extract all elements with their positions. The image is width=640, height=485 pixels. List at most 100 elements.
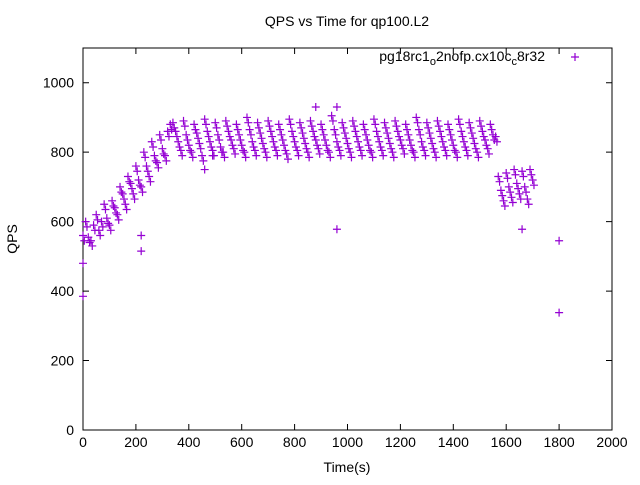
data-point: [159, 149, 168, 158]
data-point: [220, 153, 229, 162]
data-point: [270, 142, 279, 151]
x-tick-label: 1800: [544, 434, 575, 450]
data-point: [291, 142, 300, 151]
data-point: [475, 116, 484, 125]
data-point: [496, 186, 505, 195]
data-point: [122, 205, 131, 214]
data-point: [503, 174, 512, 183]
data-point: [326, 153, 335, 162]
data-point: [182, 130, 191, 139]
plot-border: [82, 47, 613, 431]
data-point: [465, 118, 474, 127]
data-point: [375, 137, 384, 146]
data-point: [528, 175, 537, 184]
data-point: [265, 122, 274, 131]
data-point: [450, 146, 459, 155]
data-point: [254, 123, 263, 132]
data-point: [97, 217, 106, 226]
data-point: [116, 182, 125, 191]
data-point: [96, 231, 105, 240]
data-point: [109, 202, 118, 211]
data-point: [158, 144, 167, 153]
data-point: [359, 120, 368, 129]
data-point: [408, 146, 417, 155]
data-point: [253, 118, 262, 127]
data-point: [499, 196, 508, 205]
data-point: [462, 146, 471, 155]
data-point: [379, 151, 388, 160]
data-point: [455, 120, 464, 129]
data-point: [354, 137, 363, 146]
data-point: [555, 308, 564, 317]
data-point: [246, 130, 255, 139]
data-point: [481, 136, 490, 145]
data-point: [457, 127, 466, 136]
data-point: [405, 136, 414, 145]
data-point: [420, 146, 429, 155]
data-point: [416, 130, 425, 139]
data-point: [459, 137, 468, 146]
data-point: [134, 175, 143, 184]
data-point: [269, 137, 278, 146]
data-point: [164, 132, 173, 141]
data-point: [154, 163, 163, 172]
data-point: [315, 149, 324, 158]
data-point: [227, 136, 236, 145]
data-point: [249, 142, 258, 151]
data-point: [389, 153, 398, 162]
data-point: [383, 129, 392, 138]
data-point: [237, 141, 246, 150]
legend-label: pg18rc1o2nofp.cx10cc8r32: [379, 48, 545, 68]
data-point: [485, 149, 494, 158]
data-point: [235, 130, 244, 139]
data-point: [272, 146, 281, 155]
data-point: [142, 162, 151, 171]
data-point: [299, 134, 308, 143]
data-point: [143, 167, 152, 176]
data-point: [149, 142, 158, 151]
data-point: [141, 153, 150, 162]
data-point: [229, 144, 238, 153]
data-point: [433, 116, 442, 125]
data-point: [198, 151, 207, 160]
data-point: [178, 151, 187, 160]
data-point: [113, 210, 122, 219]
data-point: [294, 151, 303, 160]
data-point: [114, 215, 123, 224]
data-point: [355, 142, 364, 151]
data-point: [125, 177, 134, 186]
data-point: [324, 148, 333, 157]
data-point: [412, 113, 421, 122]
data-point: [506, 188, 515, 197]
data-point: [346, 148, 355, 157]
data-point: [248, 137, 257, 146]
y-tick-label: 1000: [43, 75, 74, 91]
data-point: [133, 167, 142, 176]
data-point: [241, 153, 250, 162]
data-point: [100, 200, 109, 209]
data-point: [347, 153, 356, 162]
data-point: [310, 132, 319, 141]
data-point: [281, 146, 290, 155]
data-point: [175, 142, 184, 151]
data-point: [445, 125, 454, 134]
data-point: [79, 292, 87, 301]
data-point: [362, 130, 371, 139]
data-point: [264, 116, 273, 125]
data-point: [162, 156, 171, 165]
x-tick-label: 400: [177, 434, 201, 450]
data-point: [261, 148, 270, 157]
data-point: [418, 142, 427, 151]
data-point: [233, 125, 242, 134]
data-point: [518, 225, 527, 234]
data-point: [342, 134, 351, 143]
x-tick-label: 800: [283, 434, 307, 450]
data-point: [440, 142, 449, 151]
data-point: [153, 158, 162, 167]
data-point: [112, 208, 121, 217]
data-point: [200, 165, 209, 174]
data-point: [130, 195, 139, 204]
data-point: [250, 146, 259, 155]
x-tick-label: 1600: [491, 434, 522, 450]
data-point: [295, 118, 304, 127]
